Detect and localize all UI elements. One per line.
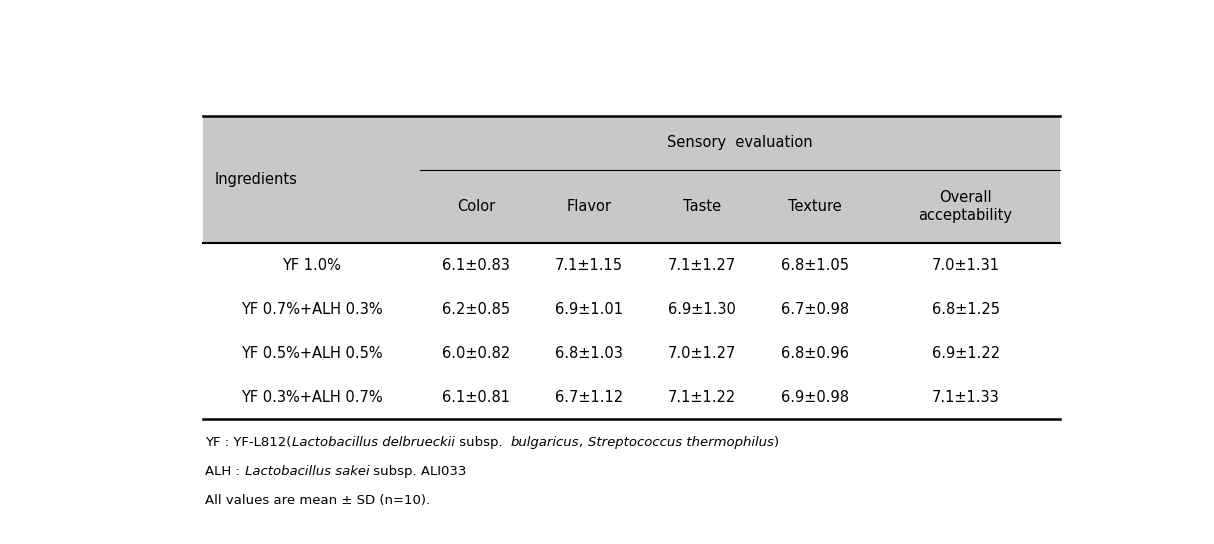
Text: 6.9±1.30: 6.9±1.30 <box>668 302 736 317</box>
Text: 6.2±0.85: 6.2±0.85 <box>442 302 510 317</box>
Text: YF 0.5%+ALH 0.5%: YF 0.5%+ALH 0.5% <box>240 346 382 361</box>
Text: 7.0±1.31: 7.0±1.31 <box>931 258 999 273</box>
Text: Lactobacillus delbrueckii: Lactobacillus delbrueckii <box>291 436 454 449</box>
Text: 6.0±0.82: 6.0±0.82 <box>442 346 510 361</box>
Text: YF 1.0%: YF 1.0% <box>283 258 341 273</box>
Text: All values are mean ± SD (n=10).: All values are mean ± SD (n=10). <box>205 494 431 508</box>
Text: Sensory  evaluation: Sensory evaluation <box>666 135 812 150</box>
Text: 6.7±0.98: 6.7±0.98 <box>781 302 849 317</box>
Text: Ingredients: Ingredients <box>215 172 297 187</box>
Text: Flavor: Flavor <box>567 199 612 214</box>
Text: 6.9±0.98: 6.9±0.98 <box>781 390 849 405</box>
Text: ,: , <box>579 436 588 449</box>
Text: 6.9±1.22: 6.9±1.22 <box>931 346 999 361</box>
Text: 6.1±0.83: 6.1±0.83 <box>442 258 510 273</box>
Text: subsp. ALI033: subsp. ALI033 <box>369 465 466 478</box>
Text: Color: Color <box>458 199 495 214</box>
Text: Overall
acceptability: Overall acceptability <box>919 190 1012 223</box>
Text: 7.1±1.33: 7.1±1.33 <box>931 390 999 405</box>
Text: YF 0.7%+ALH 0.3%: YF 0.7%+ALH 0.3% <box>240 302 382 317</box>
Text: bulgaricus: bulgaricus <box>511 436 579 449</box>
Text: Taste: Taste <box>683 199 721 214</box>
Text: 7.1±1.15: 7.1±1.15 <box>555 258 623 273</box>
Text: 6.1±0.81: 6.1±0.81 <box>442 390 510 405</box>
Text: 6.7±1.12: 6.7±1.12 <box>555 390 623 405</box>
Text: YF : YF-L812(: YF : YF-L812( <box>205 436 291 449</box>
Text: YF 0.3%+ALH 0.7%: YF 0.3%+ALH 0.7% <box>240 390 382 405</box>
Text: ALH :: ALH : <box>205 465 244 478</box>
Text: ): ) <box>773 436 778 449</box>
Text: 6.8±1.05: 6.8±1.05 <box>781 258 849 273</box>
Bar <box>204 243 1060 419</box>
Text: 7.0±1.27: 7.0±1.27 <box>668 346 737 361</box>
Text: Texture: Texture <box>788 199 843 214</box>
Text: 6.9±1.01: 6.9±1.01 <box>555 302 623 317</box>
Text: 6.8±0.96: 6.8±0.96 <box>781 346 849 361</box>
Text: Lactobacillus sakei: Lactobacillus sakei <box>244 465 369 478</box>
Text: 6.8±1.25: 6.8±1.25 <box>931 302 999 317</box>
Text: 6.8±1.03: 6.8±1.03 <box>555 346 623 361</box>
Bar <box>204 115 1060 243</box>
Text: 7.1±1.22: 7.1±1.22 <box>668 390 736 405</box>
Text: subsp.: subsp. <box>454 436 511 449</box>
Text: 7.1±1.27: 7.1±1.27 <box>668 258 736 273</box>
Text: Streptococcus thermophilus: Streptococcus thermophilus <box>588 436 773 449</box>
